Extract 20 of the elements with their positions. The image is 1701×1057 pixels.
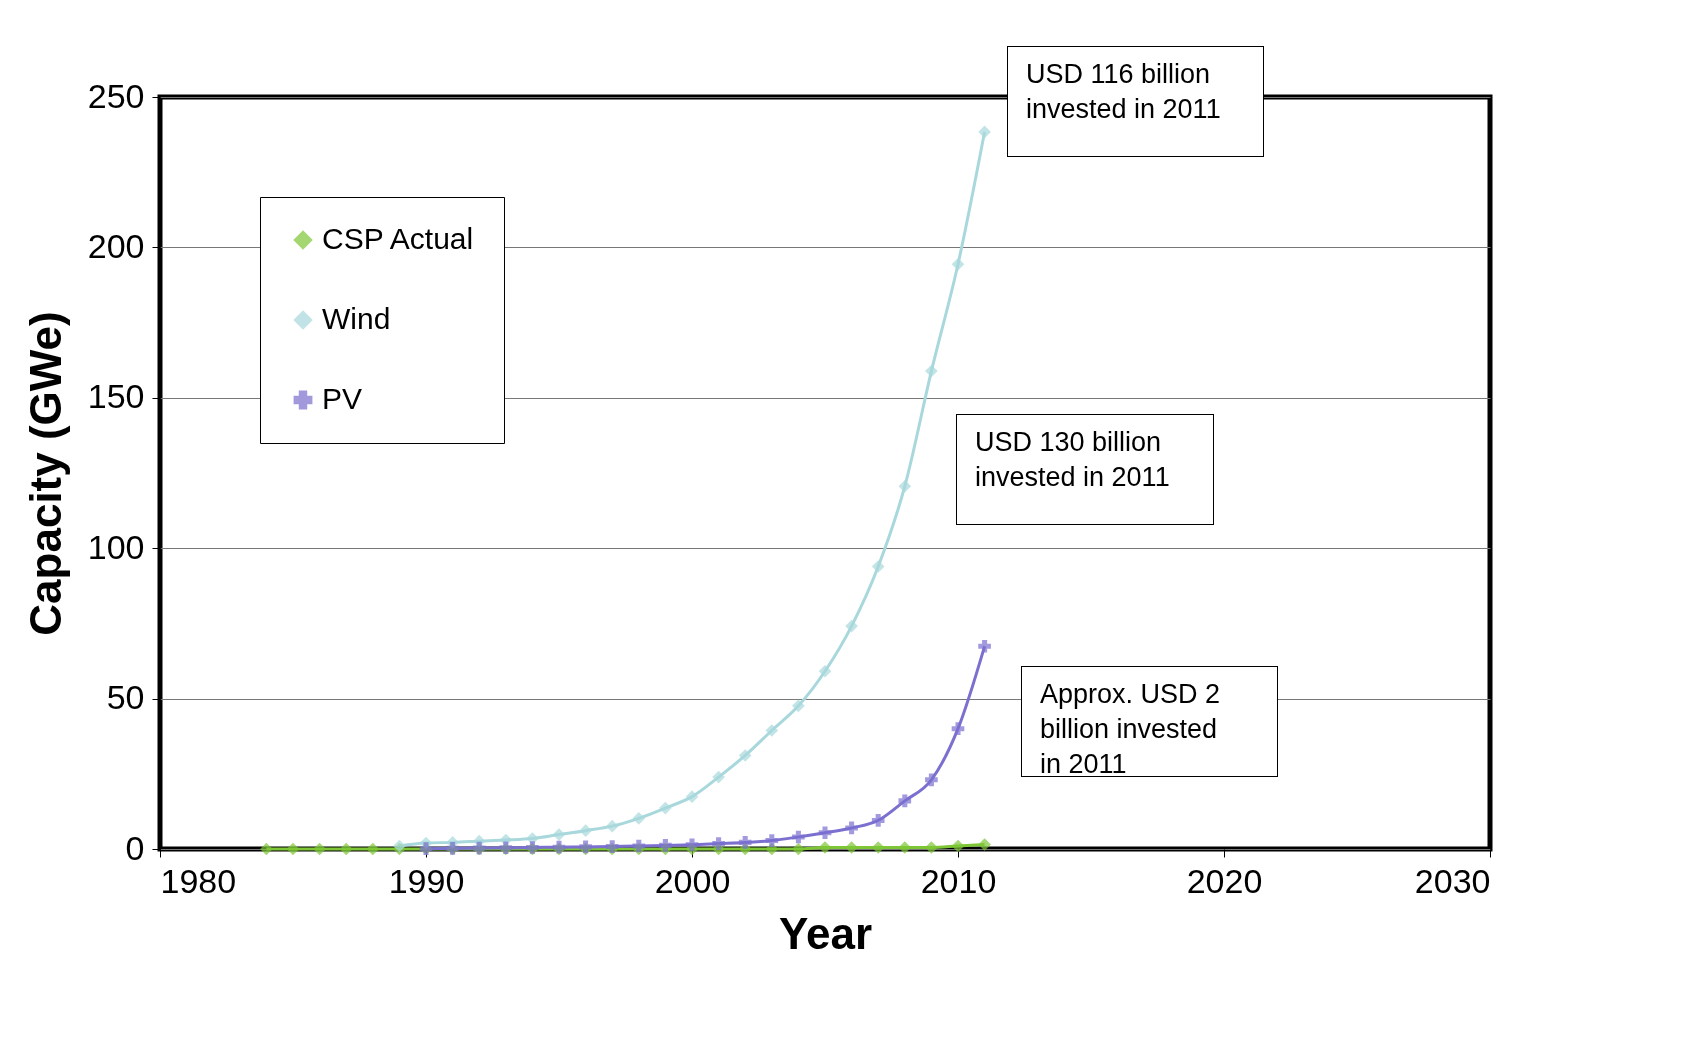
y-tick-label: 150 — [87, 377, 145, 416]
x-tick-label: 2010 — [920, 861, 997, 900]
annotation: USD 130 billion invested in 2011 — [956, 414, 1214, 525]
y-tick-label: 50 — [106, 678, 145, 717]
x-tick-label: 2000 — [654, 861, 731, 900]
x-tick-label: 1980 — [160, 861, 237, 900]
legend-label: Wind — [322, 302, 391, 335]
y-tick-label: 100 — [87, 527, 145, 566]
legend-label: PV — [322, 382, 363, 415]
x-tick-label: 2020 — [1186, 861, 1263, 900]
legend-label: CSP Actual — [322, 222, 474, 255]
y-tick-label: 250 — [87, 76, 145, 115]
y-tick-label: 0 — [125, 828, 145, 867]
y-axis-title: Capacity (GWe) — [20, 311, 70, 636]
y-tick-label: 200 — [87, 226, 145, 265]
annotation: Approx. USD 2 billion invested in 2011 — [1021, 666, 1278, 779]
x-tick-label: 2030 — [1414, 861, 1491, 900]
annotation: USD 116 billion invested in 2011 — [1007, 46, 1264, 157]
x-axis-title: Year — [779, 908, 872, 958]
x-tick-label: 1990 — [388, 861, 465, 900]
